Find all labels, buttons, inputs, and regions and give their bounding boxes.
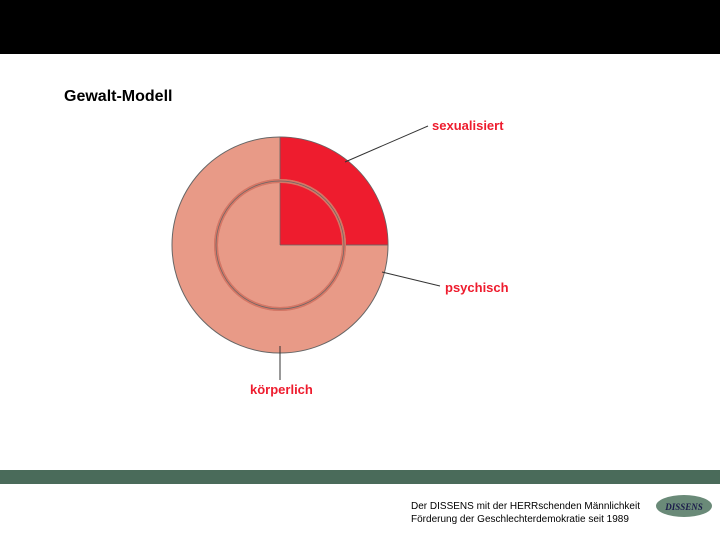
diagram-svg bbox=[150, 110, 570, 400]
footer-line1: Der DISSENS mit der HERRschenden Männlic… bbox=[411, 500, 640, 513]
logo-svg: DISSENS bbox=[654, 492, 714, 522]
page-title: Gewalt-Modell bbox=[64, 88, 172, 106]
dissens-logo: DISSENS bbox=[654, 492, 714, 522]
top-bar bbox=[0, 0, 720, 54]
footer-line2: Förderung der Geschlechterdemokratie sei… bbox=[411, 513, 640, 526]
label-sexualisiert: sexualisiert bbox=[432, 118, 504, 133]
label-sexualisiert-text: sexualisiert bbox=[432, 118, 504, 133]
label-psychisch-text: psychisch bbox=[445, 280, 509, 295]
footer-text: Der DISSENS mit der HERRschenden Männlic… bbox=[411, 500, 640, 526]
violence-model-diagram: sexualisiert psychisch körperlich bbox=[150, 110, 570, 400]
label-psychisch: psychisch bbox=[445, 280, 509, 295]
label-koerperlich: körperlich bbox=[250, 382, 313, 397]
bottom-bar bbox=[0, 470, 720, 484]
label-koerperlich-text: körperlich bbox=[250, 382, 313, 397]
svg-text:DISSENS: DISSENS bbox=[664, 502, 703, 512]
